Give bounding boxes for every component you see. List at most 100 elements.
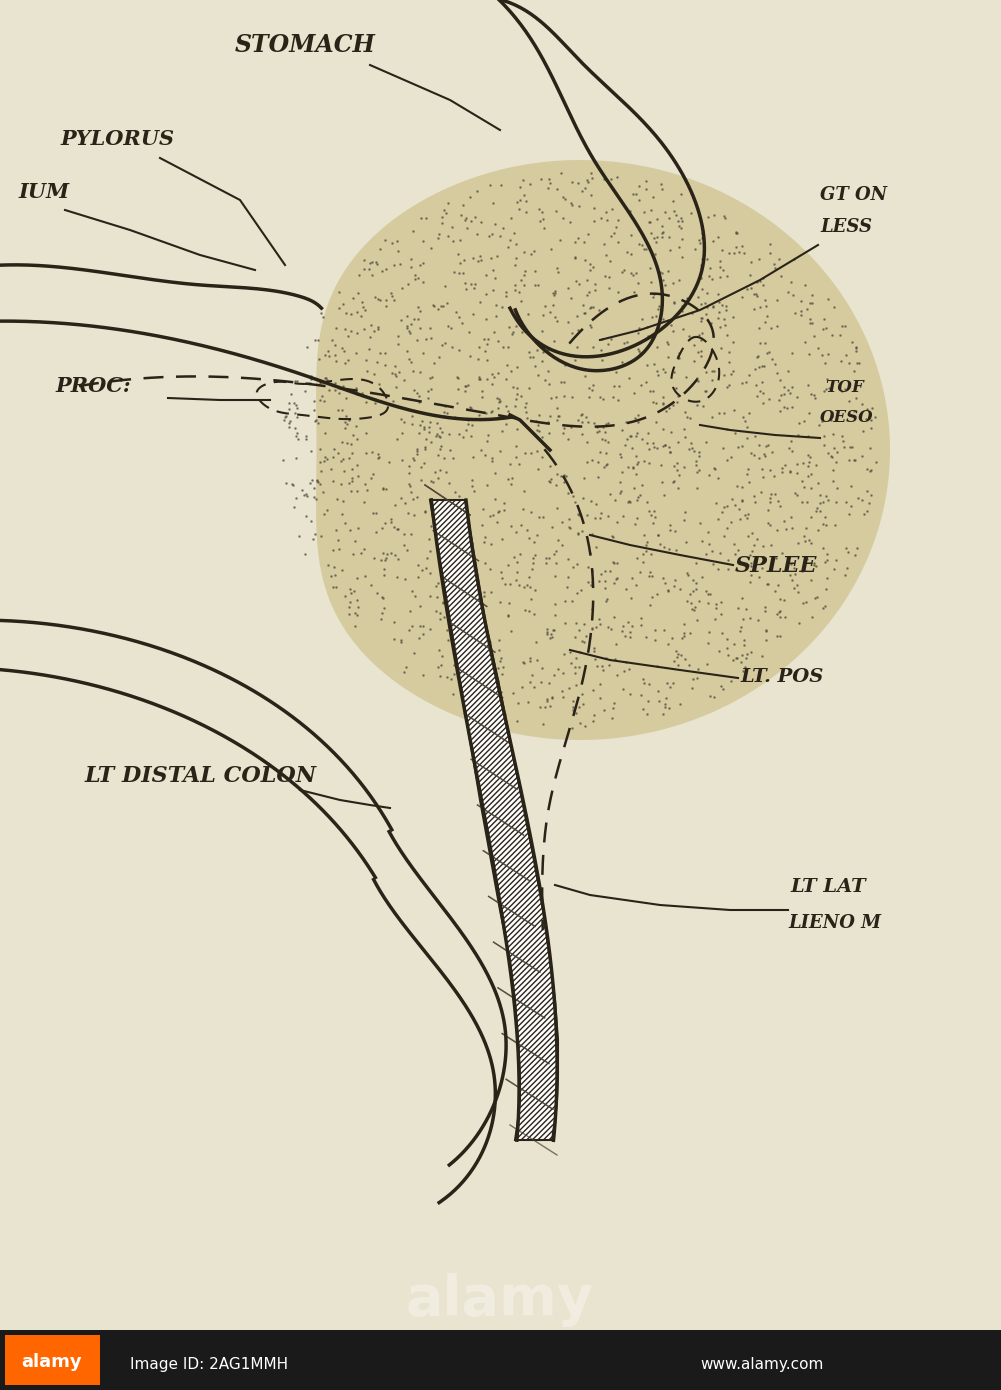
Point xyxy=(556,470,572,492)
Point xyxy=(755,382,771,404)
Point xyxy=(706,360,722,382)
Point xyxy=(517,442,533,464)
Point xyxy=(503,473,519,495)
Point xyxy=(582,386,598,409)
Point xyxy=(841,389,857,411)
Point xyxy=(729,222,745,245)
Point xyxy=(777,453,793,475)
Point xyxy=(530,364,546,386)
Point xyxy=(749,385,765,407)
Point xyxy=(683,432,699,455)
Point xyxy=(416,452,432,474)
Point xyxy=(348,377,364,399)
Point xyxy=(662,435,678,457)
Point xyxy=(510,377,526,399)
Point xyxy=(599,200,615,222)
Point xyxy=(469,250,485,272)
Point xyxy=(574,411,590,434)
Point xyxy=(426,352,442,374)
Point xyxy=(436,332,452,354)
Point xyxy=(844,331,860,353)
Point xyxy=(799,297,815,320)
Point xyxy=(387,375,403,398)
Point xyxy=(430,467,446,489)
Point xyxy=(666,291,682,313)
Point xyxy=(702,265,718,288)
Point xyxy=(558,354,574,377)
Point xyxy=(492,651,509,673)
Point xyxy=(524,500,540,523)
Point xyxy=(798,591,814,613)
Point xyxy=(609,567,625,589)
Point xyxy=(694,293,710,316)
Point xyxy=(360,338,376,360)
Point xyxy=(455,564,471,587)
Point xyxy=(383,507,399,530)
Point xyxy=(698,379,714,402)
Point xyxy=(838,345,854,367)
Point xyxy=(739,416,755,438)
Point xyxy=(531,420,547,442)
Point xyxy=(670,477,686,499)
Point xyxy=(651,364,667,386)
Point xyxy=(325,556,341,578)
Point xyxy=(661,396,677,418)
Point xyxy=(509,435,525,457)
Point xyxy=(797,331,813,353)
Point xyxy=(762,242,778,264)
Point xyxy=(455,427,471,449)
Point xyxy=(701,582,717,605)
Point xyxy=(628,425,644,448)
Point xyxy=(410,267,426,289)
Point xyxy=(719,324,735,346)
Point xyxy=(492,705,509,727)
Point xyxy=(744,552,760,574)
Point xyxy=(337,352,353,374)
Point xyxy=(768,546,784,569)
Point xyxy=(784,506,800,528)
Point xyxy=(545,619,561,641)
Point xyxy=(584,619,600,641)
Point xyxy=(440,314,456,336)
Point xyxy=(657,361,673,384)
Point xyxy=(731,436,747,459)
Point xyxy=(523,651,539,673)
Point xyxy=(709,598,725,620)
Point xyxy=(807,587,823,609)
Point xyxy=(536,303,552,325)
Point xyxy=(674,644,690,666)
Point xyxy=(555,680,571,702)
Point xyxy=(599,646,615,669)
Point xyxy=(509,521,525,543)
Point xyxy=(314,481,330,503)
Point xyxy=(686,334,702,356)
Point xyxy=(546,543,562,566)
Point xyxy=(847,400,863,423)
Point xyxy=(741,364,757,386)
Point xyxy=(457,271,473,293)
Point xyxy=(464,246,480,268)
Point xyxy=(753,481,769,503)
Point xyxy=(415,418,431,441)
Point xyxy=(655,307,671,329)
Point xyxy=(711,302,727,324)
Point xyxy=(345,580,361,602)
Point xyxy=(410,566,426,588)
Point xyxy=(310,471,326,493)
Point xyxy=(690,657,706,680)
Point xyxy=(516,240,532,263)
Point xyxy=(844,436,860,459)
Point xyxy=(728,222,744,245)
Point xyxy=(495,217,512,239)
Point xyxy=(486,213,503,235)
Point xyxy=(491,388,508,410)
Point xyxy=(821,377,837,399)
Point xyxy=(376,557,392,580)
Point xyxy=(639,316,655,338)
Point xyxy=(802,528,818,550)
Point xyxy=(677,400,693,423)
Point xyxy=(358,392,374,414)
Point xyxy=(592,420,608,442)
Point xyxy=(490,361,507,384)
Point xyxy=(303,367,319,389)
